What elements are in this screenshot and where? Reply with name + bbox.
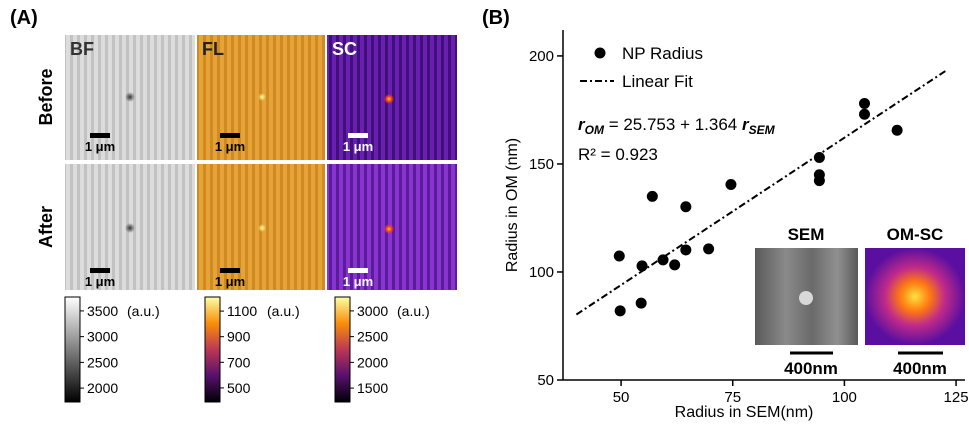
- y-tick-label: 150: [529, 156, 554, 173]
- colorbars: 3500 (a.u.) 3000 2500 2000 1100 (a.u.) 900 700 50…: [64, 296, 430, 403]
- y-tick-label: 50: [537, 372, 554, 389]
- colorbar-tick-label: 2500: [357, 329, 388, 345]
- scale-bars: 1 μm 1 μm 1 μm 1 μm 1 μm 1 μm: [85, 133, 373, 289]
- particle: [125, 223, 135, 233]
- r-squared: R² = 0.923: [578, 145, 658, 164]
- data-point: [680, 244, 692, 256]
- particle: [384, 224, 394, 234]
- fit-line: [575, 69, 948, 316]
- colorbar-tick-label: 2000: [87, 380, 118, 396]
- data-point: [613, 250, 625, 262]
- x-tick-label: 125: [944, 389, 969, 406]
- column-label: SC: [332, 39, 357, 59]
- colorbar-unit: (a.u.): [397, 303, 430, 319]
- row-label: After: [36, 206, 56, 248]
- eq-part: SEM: [749, 123, 776, 137]
- sem-particle: [799, 291, 813, 305]
- scale-bar-label: 1 μm: [343, 139, 373, 154]
- legend-marker: [594, 47, 606, 59]
- data-point: [635, 297, 647, 309]
- r2-value: 0.923: [615, 145, 658, 164]
- data-point: [725, 178, 737, 190]
- scale-bar: [90, 133, 110, 138]
- colorbar-tick-label: 3000: [87, 329, 118, 345]
- scale-bar-label: 1 μm: [215, 274, 245, 289]
- colorbar-tick-label: 2500: [87, 354, 118, 370]
- colorbar-tick-label: 700: [227, 354, 251, 370]
- scale-bar: [90, 268, 110, 273]
- data-point: [646, 190, 658, 202]
- data-point: [614, 305, 626, 317]
- data-point: [859, 97, 870, 109]
- colorbar-unit: (a.u.): [267, 303, 300, 319]
- scale-bar: [348, 133, 368, 138]
- eq-part: r: [742, 115, 750, 134]
- eq-part: OM: [585, 123, 605, 137]
- inset-label: SEM: [788, 225, 825, 244]
- x-tick-label: 100: [832, 389, 857, 406]
- om-sc-image: [865, 248, 965, 345]
- data-point: [813, 175, 825, 187]
- x-tick-label: 75: [724, 389, 741, 406]
- y-tick-label: 100: [529, 264, 554, 281]
- equation: rOM = 25.753 + 1.364 rSEM: [578, 115, 776, 137]
- scale-bar: [348, 268, 368, 273]
- eq-part: =: [604, 115, 623, 134]
- colorbar-unit: (a.u.): [127, 303, 160, 319]
- scale-bar: [220, 268, 240, 273]
- y-tick-label: 200: [529, 48, 554, 65]
- insets: SEM OM-SC 400nm 400nm: [755, 225, 965, 378]
- scale-bar-label: 1 μm: [215, 139, 245, 154]
- particle: [258, 93, 266, 101]
- colorbar-tick-label: 2000: [357, 354, 388, 370]
- scale-bar-label: 1 μm: [85, 139, 115, 154]
- data-point: [859, 108, 870, 120]
- image-grid: BF FL SC Before After: [36, 35, 457, 290]
- panel-label: (A): [10, 7, 38, 29]
- scale-bar-label: 1 μm: [343, 274, 373, 289]
- scatter-plot: 50 100 150 200 50 75 100 125 Radius in SEM(nm) Ra…: [504, 30, 969, 421]
- particle: [384, 94, 394, 104]
- colorbar-tick-label: 3000: [357, 303, 388, 319]
- particle: [258, 224, 266, 232]
- colorbar-tick-label: 3500: [87, 303, 118, 319]
- y-axis-title: Radius in OM (nm): [504, 138, 521, 272]
- inset-label: OM-SC: [887, 225, 944, 244]
- data-point: [657, 254, 669, 266]
- x-tick-label: 50: [613, 389, 630, 406]
- legend-label: NP Radius: [622, 44, 703, 63]
- data-point: [680, 201, 692, 213]
- row-label: Before: [36, 68, 56, 125]
- colorbar-tick-label: 1100: [227, 303, 257, 319]
- data-point: [891, 124, 903, 136]
- colorbar: [204, 296, 221, 403]
- eq-part: r: [578, 115, 586, 134]
- panel-label: (B): [482, 7, 510, 29]
- eq-slope: 1.364: [695, 115, 738, 134]
- scale-bar-label: 400nm: [784, 359, 838, 378]
- colorbar: [334, 296, 351, 403]
- r2-label: R² =: [578, 145, 615, 164]
- scale-bar-label: 400nm: [893, 359, 947, 378]
- scale-bar: [220, 133, 240, 138]
- eq-intercept: 25.753: [623, 115, 675, 134]
- legend-label: Linear Fit: [622, 72, 693, 91]
- x-axis-title: Radius in SEM(nm): [675, 404, 814, 421]
- data-point: [636, 260, 648, 272]
- data-point: [813, 151, 825, 163]
- legend: NP Radius Linear Fit: [580, 44, 703, 91]
- colorbar: [64, 296, 81, 403]
- eq-part: +: [675, 115, 694, 134]
- scale-bar-label: 1 μm: [85, 274, 115, 289]
- colorbar-tick-label: 500: [227, 380, 251, 396]
- column-label: BF: [70, 39, 94, 59]
- column-label: FL: [202, 39, 224, 59]
- colorbar-tick-label: 1500: [357, 380, 388, 396]
- colorbar-tick-label: 900: [227, 329, 251, 345]
- data-point: [703, 243, 715, 255]
- particle: [125, 92, 135, 102]
- data-point: [669, 259, 681, 271]
